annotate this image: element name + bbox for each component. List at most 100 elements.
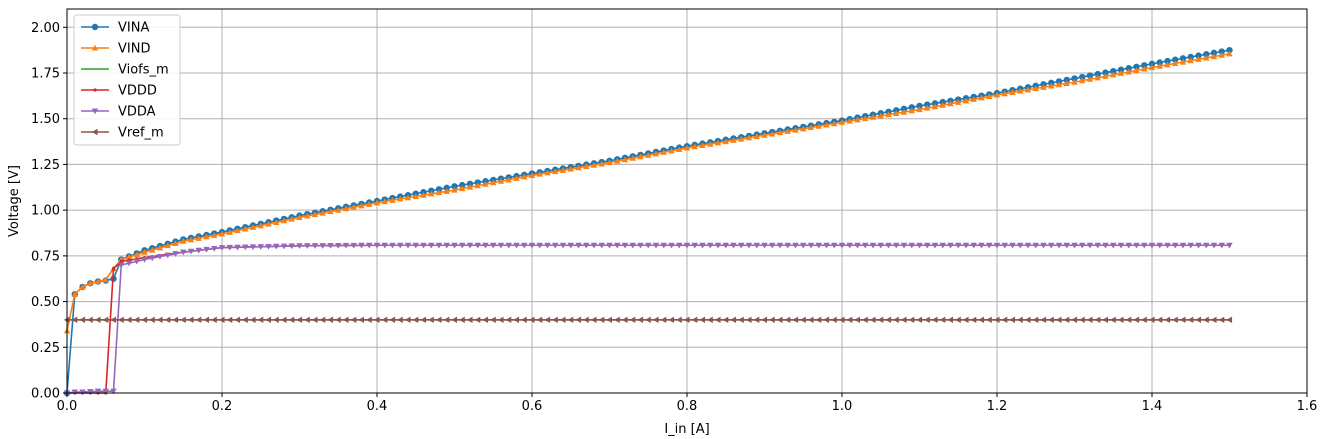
data-point-vdda — [451, 242, 458, 249]
data-point-vref-m — [893, 316, 899, 324]
data-point-vref-m — [776, 316, 783, 324]
data-point-vind — [521, 173, 528, 180]
data-point-vref-m — [1172, 316, 1178, 324]
data-point-vdda — [846, 242, 853, 249]
data-point-vref-m — [125, 316, 132, 324]
data-point-vref-m — [1055, 316, 1062, 324]
data-point-vref-m — [1195, 316, 1202, 324]
x-tick-label: 1.2 — [987, 399, 1008, 414]
data-point-vind — [141, 249, 148, 255]
legend-entry-viofs-m: Viofs_m — [81, 63, 169, 78]
data-point-vdda — [1040, 242, 1047, 249]
data-point-vind — [443, 188, 450, 194]
data-point-vdda — [652, 242, 660, 249]
data-point-vdda — [327, 243, 334, 249]
data-point-vind — [1133, 67, 1140, 73]
data-point-vdda — [1218, 242, 1225, 249]
data-point-vdda — [87, 388, 94, 395]
data-point-vref-m — [838, 316, 845, 324]
data-point-vind — [428, 190, 435, 197]
data-point-vind — [381, 198, 388, 205]
legend: VINA VIND Viofs_m VDDD VDDA Vref_m — [73, 14, 181, 146]
data-point-vref-m — [389, 316, 396, 324]
data-point-vdda — [536, 242, 543, 249]
data-point-vind — [528, 172, 536, 178]
x-tick-label: 0.0 — [57, 399, 78, 414]
data-point-vref-m — [141, 316, 148, 324]
series-vref-m — [63, 316, 1233, 324]
data-point-vdda — [869, 242, 877, 249]
data-point-vind — [606, 159, 613, 166]
data-point-vind — [769, 130, 776, 137]
data-point-vina — [1079, 73, 1086, 81]
data-point-vina — [1148, 60, 1156, 68]
data-point-vdda — [707, 242, 714, 249]
data-point-vref-m — [1125, 316, 1132, 324]
x-axis-label: I_in [A] — [664, 422, 709, 437]
data-point-vind — [327, 208, 334, 215]
data-point-vind — [722, 138, 729, 145]
data-point-vref-m — [242, 316, 248, 324]
data-point-vdda — [242, 244, 249, 251]
data-point-vind — [319, 209, 326, 216]
y-tick-label: 0.25 — [31, 341, 60, 356]
data-point-vind — [629, 155, 636, 161]
data-point-vind — [133, 251, 140, 258]
data-point-vdda — [559, 242, 567, 249]
data-point-vina — [1218, 48, 1225, 55]
data-point-vind — [1110, 71, 1117, 78]
data-point-vind — [575, 164, 582, 171]
data-point-vref-m — [908, 316, 915, 324]
data-point-vref-m — [490, 316, 496, 324]
data-point-vdda — [280, 243, 288, 250]
data-point-vdda — [807, 242, 815, 249]
data-point-vdda — [234, 244, 241, 251]
data-point-vind — [311, 211, 319, 218]
data-point-vind — [621, 156, 629, 163]
data-point-vdda — [397, 242, 404, 249]
data-point-vdda — [110, 388, 117, 395]
data-point-vref-m — [1187, 316, 1194, 324]
data-point-vdda — [443, 242, 450, 249]
data-point-vref-m — [1133, 316, 1140, 324]
data-point-vdda — [792, 242, 799, 249]
data-point-vind — [1141, 65, 1148, 72]
data-point-vind — [87, 280, 94, 286]
data-point-vina — [931, 100, 939, 107]
data-point-vdda — [505, 242, 512, 249]
data-point-vina — [1210, 49, 1218, 57]
data-point-vref-m — [296, 316, 303, 324]
data-point-vind — [466, 183, 474, 190]
data-point-vind — [707, 140, 714, 147]
data-point-vind — [94, 278, 102, 285]
data-point-vref-m — [722, 316, 729, 324]
data-point-vina — [924, 101, 931, 108]
data-point-vref-m — [164, 316, 171, 324]
data-point-vind — [404, 194, 412, 201]
x-tick-label: 0.4 — [367, 399, 388, 414]
data-point-vind — [823, 121, 830, 128]
legend-label-vref-m: Vref_m — [118, 126, 164, 141]
data-point-vref-m — [846, 316, 853, 324]
data-point-vdda — [490, 242, 497, 249]
data-point-vdda — [1125, 242, 1132, 249]
data-point-vref-m — [257, 316, 264, 324]
data-point-vref-m — [962, 316, 969, 324]
legend-entry-vddd: VDDD — [81, 84, 157, 99]
data-point-vref-m — [1032, 316, 1039, 324]
data-point-vref-m — [629, 316, 636, 324]
data-point-vdda — [583, 242, 590, 249]
data-point-vind — [753, 133, 760, 140]
data-point-vdda — [412, 242, 419, 249]
data-point-vind — [195, 235, 202, 241]
data-point-vdda — [218, 245, 226, 251]
data-point-vref-m — [1164, 316, 1171, 324]
data-point-vdda — [745, 242, 753, 249]
data-point-vind — [505, 176, 512, 183]
data-point-vddd — [119, 259, 123, 263]
data-point-vind — [1094, 74, 1101, 81]
data-point-vdda — [1024, 242, 1032, 249]
data-point-vdda — [149, 255, 156, 262]
data-point-vref-m — [1203, 316, 1209, 324]
